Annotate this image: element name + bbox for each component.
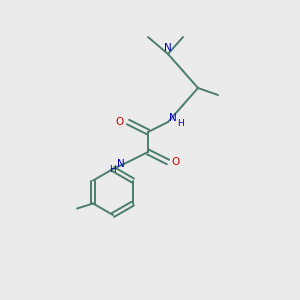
Text: N: N: [164, 43, 172, 53]
Text: N: N: [169, 113, 177, 123]
Text: N: N: [117, 159, 125, 169]
Text: H: H: [178, 118, 184, 127]
Text: H: H: [110, 164, 116, 173]
Text: O: O: [116, 117, 124, 127]
Text: O: O: [172, 157, 180, 167]
